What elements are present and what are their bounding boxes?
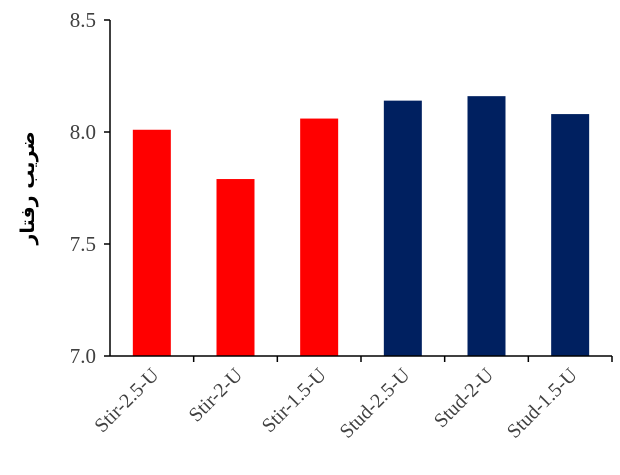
bar-stud-1_5-u [551, 114, 590, 356]
y-tick-label: 7.5 [70, 232, 96, 256]
axes-layer [109, 20, 612, 357]
bar-stud-2-u [467, 96, 506, 356]
y-tick-label: 8.5 [70, 8, 96, 32]
bar-stir-2-u [216, 179, 255, 356]
bar-stir-1_5-u [300, 118, 339, 356]
bar-stir-2_5-u [132, 129, 171, 356]
y-tick-label: 8.0 [70, 120, 96, 144]
bars-layer [132, 96, 590, 356]
x-labels-layer: Stir-2.5-U Stir-2-U Stir-1.5-U Stud-2.5-U St… [90, 356, 613, 443]
x-category-label: Stud-2-U [430, 364, 499, 433]
y-ticks-layer: 7.0 7.5 8.0 8.5 [70, 8, 110, 368]
x-category-label: Stir-2.5-U [90, 364, 163, 437]
x-category-label: Stir-2-U [185, 364, 248, 427]
x-category-label: Stud-1.5-U [503, 364, 582, 443]
y-tick-label: 7.0 [70, 344, 96, 368]
y-axis-title: ضریب رفتار [17, 131, 39, 245]
x-category-label: Stud-2.5-U [336, 364, 415, 443]
x-category-label: Stir-1.5-U [258, 364, 331, 437]
bar-stud-2_5-u [383, 100, 422, 356]
